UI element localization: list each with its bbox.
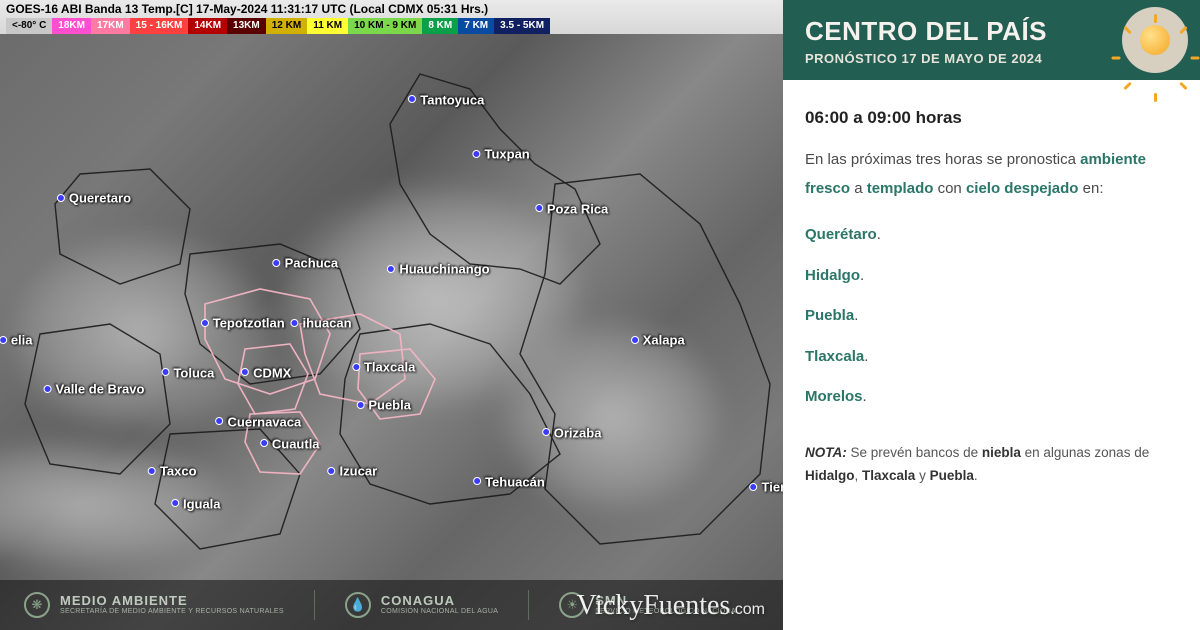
state-item: Tlaxcala. [805, 343, 1178, 372]
forecast-header: CENTRO DEL PAÍS PRONÓSTICO 17 DE MAYO DE… [783, 0, 1200, 80]
legend-chip: 3.5 - 5KM [494, 18, 550, 34]
footer-separator [528, 590, 529, 620]
watermark: VickyFuentes.com [576, 590, 765, 622]
map-header: GOES-16 ABI Banda 13 Temp.[C] 17-May-202… [0, 0, 783, 34]
map-legend: <-80° C18KM17KM15 - 16KM14KM13KM12 KM11 … [6, 18, 777, 34]
forecast-body: 06:00 a 09:00 horas En las próximas tres… [783, 80, 1200, 498]
state-item: Puebla. [805, 302, 1178, 331]
time-range: 06:00 a 09:00 horas [805, 102, 1178, 134]
legend-chip: 13KM [227, 18, 266, 34]
forecast-date: PRONÓSTICO 17 DE MAYO DE 2024 [805, 51, 1178, 66]
agency-logo: 💧 CONAGUACOMISIÓN NACIONAL DEL AGUA [345, 592, 498, 618]
legend-chip: 14KM [188, 18, 227, 34]
satellite-map-panel: GOES-16 ABI Banda 13 Temp.[C] 17-May-202… [0, 0, 783, 630]
agency-name: CONAGUA [381, 594, 498, 608]
map-outlines [0, 34, 783, 580]
forecast-panel: CENTRO DEL PAÍS PRONÓSTICO 17 DE MAYO DE… [783, 0, 1200, 630]
legend-chip: 11 KM [307, 18, 348, 34]
legend-chip: 8 KM [422, 18, 458, 34]
agency-glyph-icon: 💧 [345, 592, 371, 618]
agency-name: MEDIO AMBIENTE [60, 594, 284, 608]
agency-glyph-icon: ❋ [24, 592, 50, 618]
legend-chip: 17KM [91, 18, 130, 34]
map-body: TantoyucaTuxpanQueretaroPoza RicaPachuca… [0, 34, 783, 580]
forecast-summary: En las próximas tres horas se pronostica… [805, 146, 1178, 203]
legend-chip: <-80° C [6, 18, 52, 34]
sun-icon [1122, 7, 1188, 73]
legend-chip: 12 KM [266, 18, 307, 34]
state-list: Querétaro. Hidalgo. Puebla. Tlaxcala. Morelo… [805, 221, 1178, 412]
state-item: Morelos. [805, 383, 1178, 412]
map-header-line: GOES-16 ABI Banda 13 Temp.[C] 17-May-202… [6, 2, 777, 16]
state-item: Hidalgo. [805, 262, 1178, 291]
legend-chip: 18KM [52, 18, 91, 34]
footer-separator [314, 590, 315, 620]
agency-sub: SECRETARÍA DE MEDIO AMBIENTE Y RECURSOS … [60, 608, 284, 616]
state-item: Querétaro. [805, 221, 1178, 250]
legend-chip: 7 KM [458, 18, 494, 34]
legend-chip: 15 - 16KM [130, 18, 189, 34]
agency-sub: COMISIÓN NACIONAL DEL AGUA [381, 608, 498, 616]
agency-logo: ❋ MEDIO AMBIENTESECRETARÍA DE MEDIO AMBIE… [24, 592, 284, 618]
forecast-note: NOTA: Se prevén bancos de niebla en algu… [805, 442, 1178, 488]
legend-chip: 10 KM - 9 KM [348, 18, 422, 34]
